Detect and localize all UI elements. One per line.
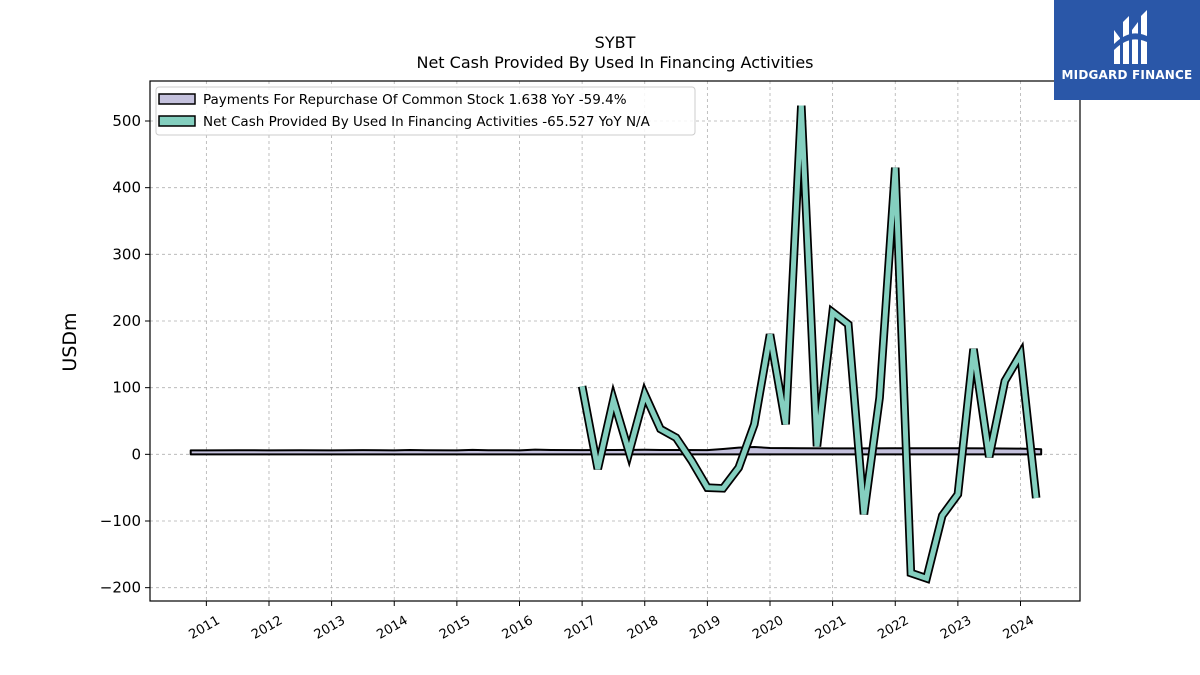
legend-swatch-financing [158,115,196,127]
plot-frame [149,80,1081,602]
x-tick-label: 2013 [312,613,348,643]
y-tick-label: −200 [100,579,141,597]
x-tick-label: 2023 [938,613,974,643]
x-tick-label: 2021 [813,613,849,643]
x-tick-label: 2017 [562,613,598,643]
plot-series [189,105,1043,584]
chart-title: SYBT [595,33,636,52]
gridlines [150,81,1080,601]
x-tick-label: 2014 [374,613,410,643]
x-tick-label: 2011 [187,613,223,643]
series-financing-line [579,105,1039,582]
x-tick-label: 2018 [625,613,661,643]
x-tick-label: 2012 [249,613,285,643]
x-tick-label: 2022 [875,613,911,643]
x-tick-label: 2019 [688,613,724,643]
y-tick-label: −100 [100,512,141,530]
x-tick-label: 2016 [500,613,536,643]
legend-label-financing: Net Cash Provided By Used In Financing A… [203,114,651,130]
x-tick-label: 2024 [1001,613,1037,643]
x-tick-label: 2015 [437,613,473,643]
chart-subtitle: Net Cash Provided By Used In Financing A… [416,53,813,72]
y-tick-label: 300 [112,245,141,263]
y-tick-label: 400 [112,179,141,197]
legend: Payments For Repurchase Of Common Stock … [155,86,696,136]
y-tick-label: 100 [112,379,141,397]
y-tick-label: 200 [112,312,141,330]
legend-swatch-repurchase [158,93,196,105]
legend-label-repurchase: Payments For Repurchase Of Common Stock … [203,92,627,108]
y-axis-label: USDm [59,312,81,371]
series-financing-outline [577,105,1041,584]
legend-box [155,86,696,136]
logo-text: MIDGARD FINANCE [1061,68,1193,82]
y-tick-label: 500 [112,112,141,130]
midgard-finance-logo: MIDGARD FINANCE [1054,0,1200,100]
x-tick-label: 2020 [750,613,786,643]
y-tick-label: 0 [131,445,141,463]
series-repurchase-area [189,446,1043,456]
logo-mark-icon [1114,10,1147,64]
